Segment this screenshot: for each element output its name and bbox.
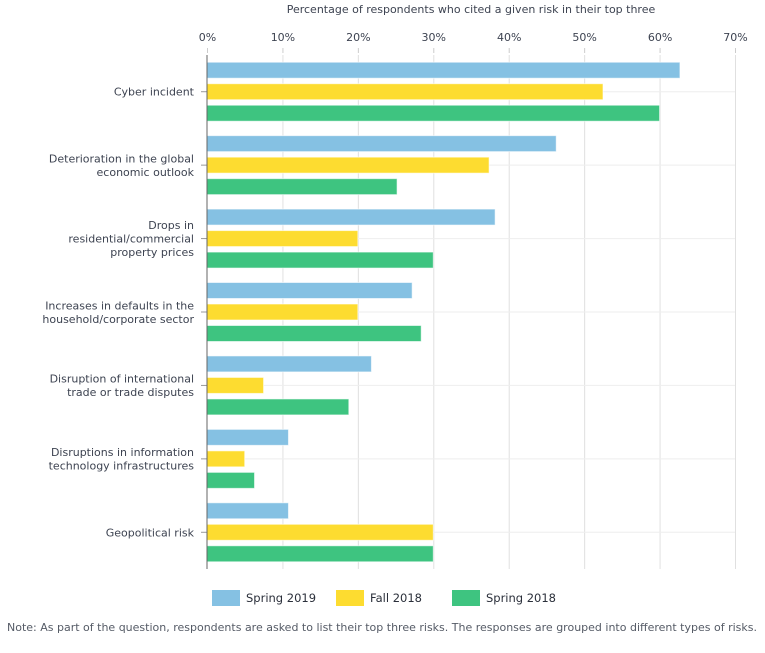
category-label: Deterioration in the global economic outl…	[49, 152, 195, 179]
bars	[206, 61, 681, 563]
legend-swatch	[336, 590, 365, 606]
x-axis-ticks: 0% 10% 20% 30% 40% 50% 60% 70%	[199, 31, 748, 533]
category-label: Disruptions in information technology inf…	[49, 446, 195, 473]
footnote: Note: As part of the question, responden…	[7, 621, 757, 634]
x-tick-label: 30%	[422, 31, 446, 44]
legend-label: Fall 2018	[370, 591, 422, 605]
axis-title: Percentage of respondents who cited a gi…	[287, 3, 656, 16]
bar-fall-2018[interactable]	[206, 376, 265, 394]
legend: Spring 2019 Fall 2018 Spring 2018	[212, 590, 576, 606]
bar-spring-2019[interactable]	[206, 208, 496, 226]
bar-spring-2019[interactable]	[206, 61, 681, 79]
x-tick-label: 10%	[271, 31, 295, 44]
bar-spring-2018[interactable]	[206, 104, 661, 122]
bar-spring-2019[interactable]	[206, 355, 372, 373]
bar-fall-2018[interactable]	[206, 523, 434, 541]
bar-spring-2019[interactable]	[206, 135, 557, 153]
bar-chart: Percentage of respondents who cited a gi…	[42, 3, 748, 569]
category-label: Disruption of international trade or trad…	[50, 373, 195, 400]
x-tick-label: 0%	[199, 31, 216, 44]
x-tick-label: 40%	[497, 31, 521, 44]
bar-spring-2018[interactable]	[206, 398, 350, 416]
bar-spring-2019[interactable]	[206, 502, 289, 520]
x-tick-label: 20%	[346, 31, 370, 44]
x-tick-label: 60%	[648, 31, 672, 44]
legend-item-spring-2019[interactable]: Spring 2019	[212, 590, 316, 606]
bar-fall-2018[interactable]	[206, 230, 359, 248]
bar-spring-2018[interactable]	[206, 178, 398, 196]
bar-spring-2019[interactable]	[206, 282, 413, 299]
category-label: Drops in residential/commercial property p…	[68, 219, 194, 259]
category-label: Geopolitical risk	[106, 526, 195, 539]
bar-spring-2018[interactable]	[206, 325, 422, 342]
category-labels: Cyber incident Deterioration in the globa…	[42, 86, 194, 540]
category-label: Increases in defaults in the household/co…	[42, 299, 194, 326]
legend-label: Spring 2019	[246, 591, 317, 605]
legend-item-spring-2018[interactable]: Spring 2018	[451, 590, 557, 606]
bar-spring-2019[interactable]	[206, 428, 289, 446]
bar-fall-2018[interactable]	[206, 450, 246, 468]
legend-item-fall-2018[interactable]: Fall 2018	[336, 590, 422, 606]
bar-fall-2018[interactable]	[206, 83, 604, 101]
bar-fall-2018[interactable]	[206, 303, 359, 321]
legend-swatch	[451, 590, 480, 606]
bar-fall-2018[interactable]	[206, 156, 490, 174]
bar-spring-2018[interactable]	[206, 545, 434, 563]
bar-spring-2018[interactable]	[206, 471, 256, 489]
x-tick-label: 50%	[572, 31, 596, 44]
legend-swatch	[212, 590, 240, 606]
bar-spring-2018[interactable]	[206, 251, 434, 269]
category-label: Cyber incident	[114, 86, 195, 99]
legend-label: Spring 2018	[485, 591, 557, 605]
x-tick-label: 70%	[723, 31, 747, 44]
